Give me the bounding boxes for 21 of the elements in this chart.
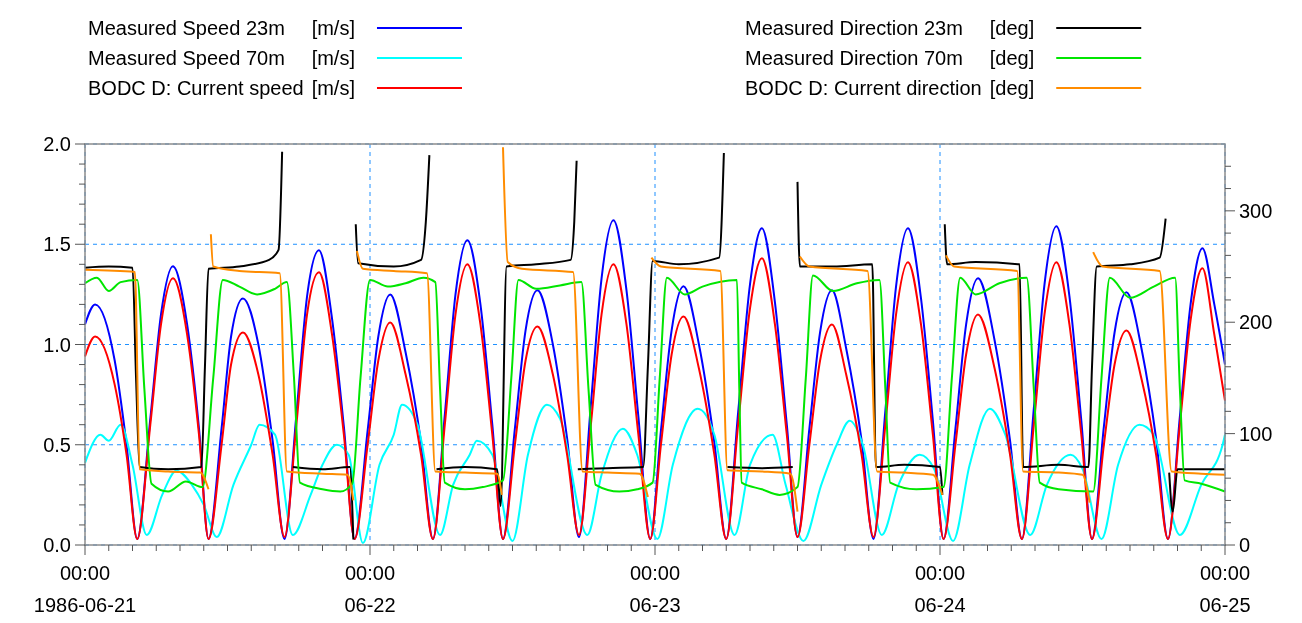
legend-label: BODC D: Current direction [deg] — [745, 77, 1035, 99]
legend-label: BODC D: Current speed [m/s] — [88, 77, 355, 99]
text: Measured Direction 70m [deg] — [745, 47, 1035, 69]
line-series — [84, 274, 1226, 496]
x-tick-label: 00:00 06-23 — [629, 562, 681, 616]
y-tick-label: 1.5 — [43, 233, 71, 256]
text: Measured Speed 23m [m/s] — [88, 17, 355, 39]
y2-tick-label: 300 — [1239, 199, 1273, 222]
y-tick-label: 2.0 — [43, 133, 71, 155]
text: Measured Speed 70m [m/s] — [88, 47, 355, 69]
x-tick-label: 00:00 06-24 — [914, 562, 966, 616]
y-tick-label: 0.0 — [43, 534, 71, 556]
x-tick-label: 00:00 06-22 — [344, 562, 396, 616]
y-tick-label: 1.0 — [43, 333, 71, 356]
y-tick-label: 0.5 — [43, 433, 71, 456]
x-tick-label: 00:00 06-25 — [1199, 562, 1251, 616]
y2-tick-label: 0 — [1239, 534, 1251, 556]
text: Measured Direction 23m [deg] — [745, 17, 1035, 39]
y2-tick-label: 100 — [1239, 422, 1273, 445]
y2-tick-label: 200 — [1239, 311, 1273, 334]
x-tick-label: 00:00 1986-06-21 — [33, 562, 137, 616]
